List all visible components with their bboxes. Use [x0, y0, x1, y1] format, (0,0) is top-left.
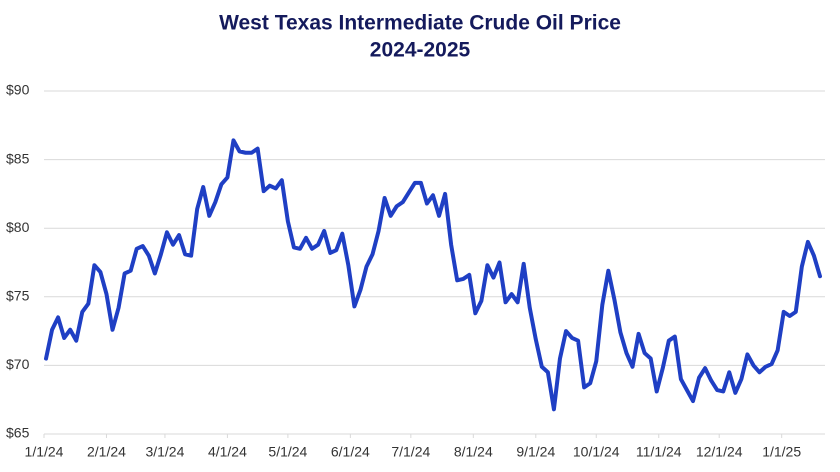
y-tick-label: $80: [6, 219, 30, 235]
x-tick-label: 10/1/24: [573, 444, 620, 460]
y-tick-label: $75: [6, 288, 30, 304]
x-tick-label: 12/1/24: [696, 444, 743, 460]
x-tick-label: 8/1/24: [454, 444, 493, 460]
y-tick-label: $65: [6, 425, 30, 441]
x-tick-label: 4/1/24: [208, 444, 247, 460]
x-tick-label: 9/1/24: [516, 444, 555, 460]
x-tick-label: 3/1/24: [145, 444, 184, 460]
x-tick-label: 1/1/24: [25, 444, 64, 460]
chart-title: West Texas Intermediate Crude Oil Price: [219, 12, 621, 35]
x-tick-label: 11/1/24: [636, 444, 682, 460]
x-tick-label: 2/1/24: [87, 444, 126, 460]
x-tick-label: 1/1/25: [762, 444, 801, 460]
y-tick-label: $70: [6, 356, 30, 372]
chart-subtitle: 2024-2025: [370, 39, 471, 62]
x-tick-label: 6/1/24: [331, 444, 370, 460]
y-tick-label: $90: [6, 82, 30, 98]
x-tick-label: 5/1/24: [268, 444, 307, 460]
x-tick-label: 7/1/24: [391, 444, 430, 460]
price-line: [44, 138, 822, 412]
y-tick-label: $85: [6, 150, 30, 166]
